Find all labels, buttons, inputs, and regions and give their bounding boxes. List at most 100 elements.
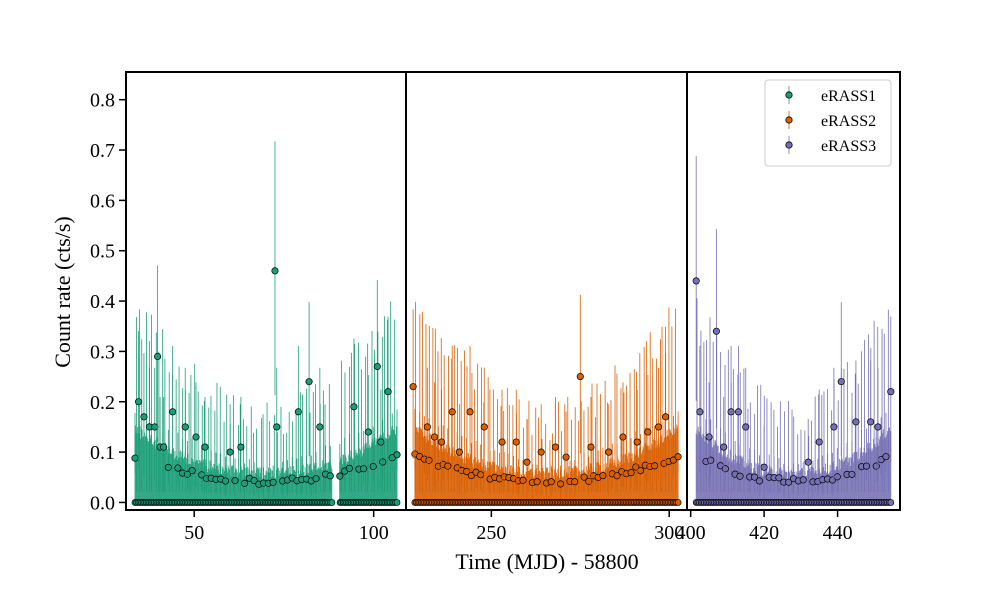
data-point (571, 478, 579, 486)
data-point (799, 476, 807, 484)
data-point (498, 438, 506, 446)
data-point (226, 448, 234, 456)
zero-point (887, 499, 895, 506)
data-point (882, 453, 890, 461)
data-point (662, 413, 670, 421)
data-point (480, 423, 488, 431)
data-point (188, 467, 196, 475)
data-point (423, 423, 431, 431)
data-point (131, 454, 139, 462)
data-point (644, 428, 652, 436)
data-point (384, 388, 392, 396)
data-point (627, 469, 635, 477)
data-point (587, 443, 595, 451)
data-point (775, 474, 783, 482)
data-point (425, 456, 433, 464)
data-point (654, 423, 663, 431)
data-point (760, 463, 768, 471)
data-point (720, 443, 728, 451)
data-point (562, 453, 570, 461)
x-tick-label: 100 (359, 522, 389, 544)
legend: eRASS1 eRASS2 eRASS3 (764, 79, 892, 167)
data-point (373, 362, 381, 371)
data-point (169, 408, 177, 416)
data-point (551, 443, 559, 451)
data-point (151, 423, 159, 431)
data-point (734, 408, 742, 416)
data-point (377, 438, 385, 446)
data-point (174, 464, 182, 472)
data-point (887, 388, 895, 396)
legend-box (764, 79, 892, 167)
data-point (326, 472, 334, 480)
data-point (669, 456, 677, 464)
data-point (585, 477, 593, 485)
data-point (164, 463, 172, 471)
legend-entry-3: eRASS3 (785, 136, 876, 155)
y-tick-label: 0.5 (90, 241, 115, 263)
legend-label-3: eRASS3 (821, 138, 876, 155)
data-point (599, 472, 607, 480)
data-point (727, 408, 735, 416)
legend-entry-1: eRASS1 (785, 86, 876, 105)
data-point (707, 456, 715, 464)
data-point (636, 467, 645, 475)
data-point (537, 448, 545, 456)
data-point (692, 277, 700, 285)
x-tick-label: 400 (676, 522, 706, 544)
data-point (438, 438, 446, 446)
data-point (696, 408, 704, 416)
data-point (154, 352, 162, 360)
data-point (316, 423, 324, 431)
data-point (830, 423, 838, 431)
data-point (455, 448, 463, 456)
data-point (557, 480, 565, 488)
data-point (751, 473, 759, 481)
data-point (237, 443, 245, 451)
y-tick-label: 0.3 (90, 341, 115, 363)
data-point (183, 470, 191, 478)
data-point (448, 408, 456, 416)
data-point (874, 423, 882, 431)
data-point (477, 471, 485, 479)
data-point (409, 383, 417, 391)
data-point (271, 267, 279, 275)
data-point (785, 478, 793, 486)
data-point (712, 327, 720, 335)
y-tick-label: 0.8 (90, 90, 115, 112)
chart-marks (131, 141, 895, 506)
data-point (833, 473, 841, 481)
data-point (430, 433, 439, 441)
zero-point (328, 499, 336, 506)
data-point (848, 470, 856, 478)
legend-marker-2 (785, 116, 793, 124)
data-point (181, 423, 189, 431)
zero-point (674, 499, 682, 506)
data-point (269, 478, 277, 486)
data-point (160, 443, 168, 451)
data-point (867, 418, 875, 426)
data-point (837, 378, 845, 386)
data-point (605, 448, 613, 456)
data-point (336, 472, 344, 480)
data-point (523, 458, 531, 466)
x-axis-label: Time (MJD) - 58800 (455, 549, 638, 574)
data-point (250, 476, 258, 485)
data-point (721, 465, 729, 473)
x-tick-label: 50 (184, 522, 204, 544)
data-point (273, 423, 281, 431)
data-point (872, 462, 880, 470)
data-point (305, 378, 313, 386)
data-point (192, 433, 200, 441)
data-point (231, 477, 239, 485)
y-tick-label: 0.0 (90, 492, 115, 514)
y-tick-label: 0.1 (90, 442, 115, 464)
data-point (393, 451, 401, 459)
data-point (360, 465, 368, 473)
data-point (674, 453, 682, 461)
data-point (742, 423, 750, 431)
x-tick-label: 300 (654, 522, 684, 544)
data-point (576, 373, 584, 381)
data-point (350, 403, 358, 411)
